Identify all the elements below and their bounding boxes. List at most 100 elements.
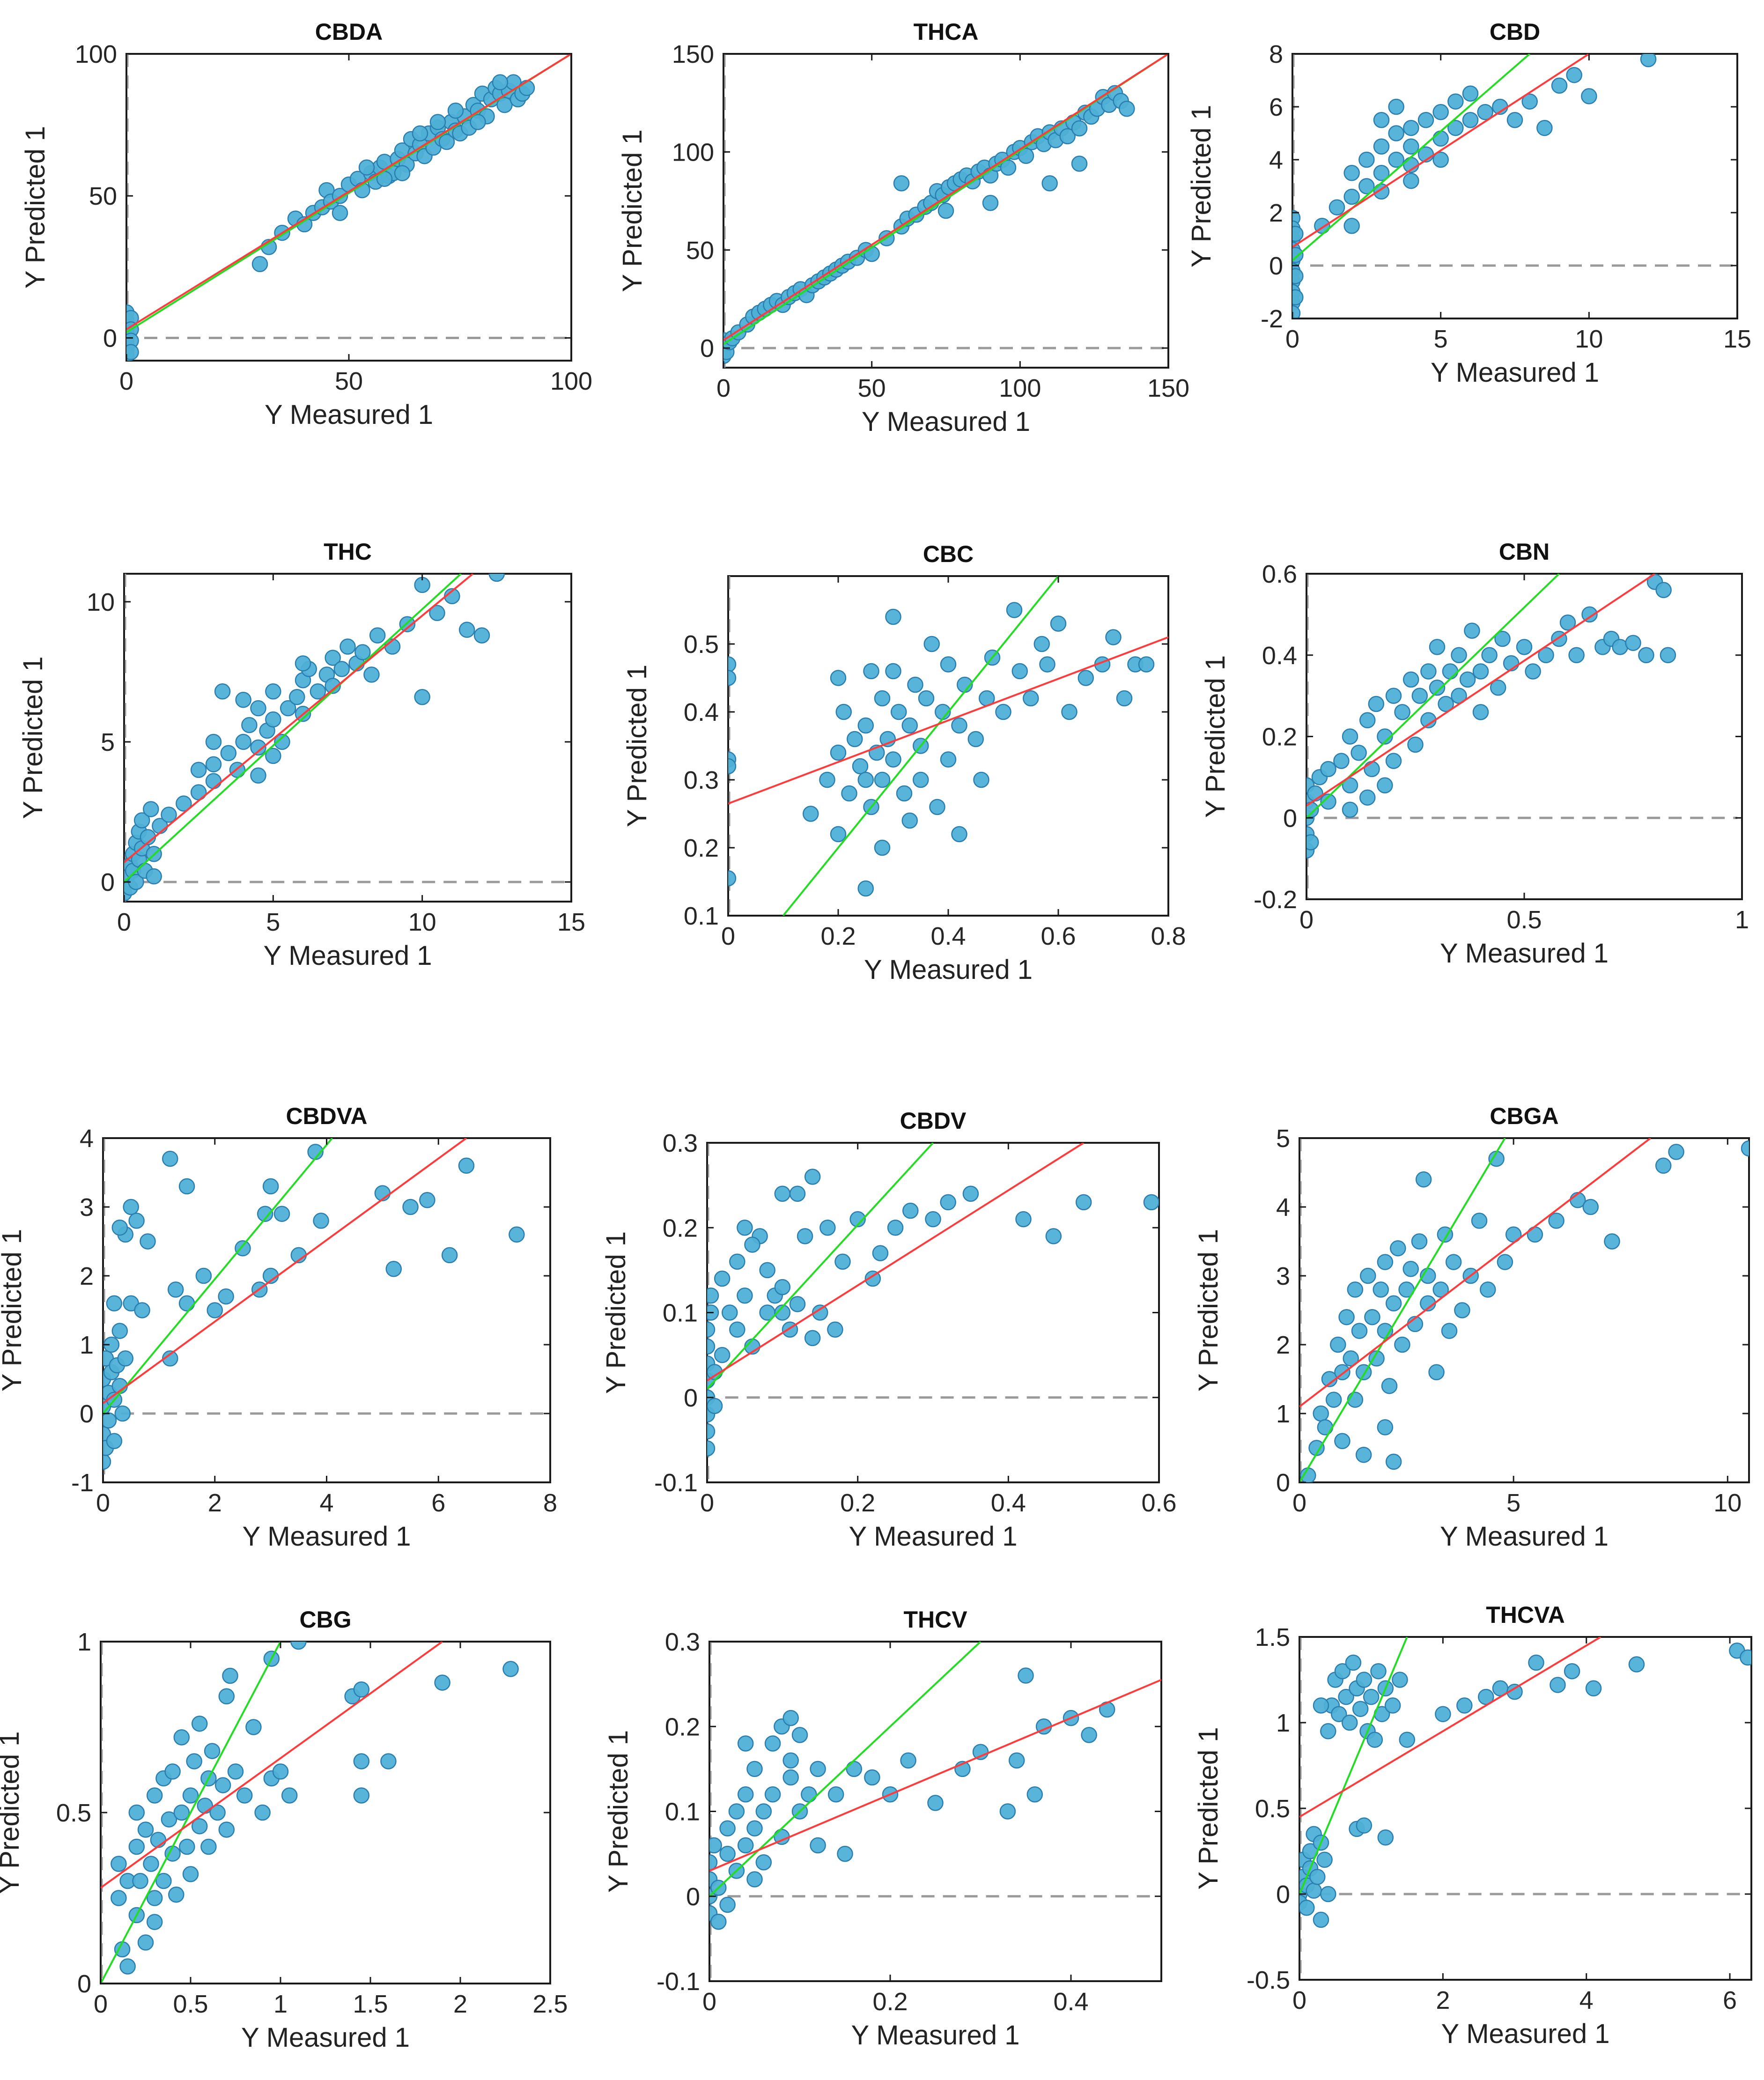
data-point <box>719 1820 736 1836</box>
y-tick-label: 50 <box>686 237 714 265</box>
data-point <box>1471 1213 1488 1229</box>
data-point <box>1536 119 1553 136</box>
x-tick-label: 0 <box>700 1489 714 1517</box>
fit-line <box>1299 1138 1651 1407</box>
x-tick-label: 0 <box>94 1990 108 2018</box>
data-point <box>137 1821 154 1838</box>
x-tick-label: 0.4 <box>991 1489 1026 1517</box>
x-tick-label: 10 <box>1713 1489 1742 1517</box>
data-point <box>774 1185 791 1202</box>
chart-title: THCVA <box>1486 1602 1565 1628</box>
data-point <box>1373 165 1390 181</box>
data-point <box>1143 1194 1159 1211</box>
data-point <box>710 1913 727 1930</box>
y-tick-label: 3 <box>1276 1262 1290 1290</box>
data-point <box>295 655 311 672</box>
data-point <box>245 1719 262 1735</box>
data-point <box>150 1832 167 1848</box>
data-point <box>1411 688 1428 704</box>
data-point <box>728 656 737 673</box>
data-point <box>1015 1211 1032 1228</box>
data-point <box>887 1220 904 1236</box>
data-point <box>1435 1706 1451 1722</box>
data-point <box>1527 1226 1543 1243</box>
data-point <box>1403 172 1419 189</box>
data-point <box>241 717 258 733</box>
data-point <box>1364 761 1380 777</box>
y-tick-label: 6 <box>1269 93 1283 121</box>
chart-title: THCV <box>903 1606 967 1633</box>
data-point <box>1018 1667 1034 1684</box>
data-point <box>755 1854 772 1871</box>
x-tick-label: 150 <box>1147 374 1189 402</box>
x-tick-label: 0 <box>1292 1986 1306 2014</box>
data-point <box>182 1787 199 1804</box>
x-tick-label: 0 <box>702 1988 716 2016</box>
chart-title: CBG <box>299 1606 351 1633</box>
y-tick-label: 2 <box>1269 199 1283 227</box>
fit-line <box>1299 1637 1602 1818</box>
x-tick-label: 1 <box>273 1990 288 2018</box>
data-point <box>1071 120 1088 137</box>
data-point <box>1105 629 1122 645</box>
y-tick-label: -0.1 <box>654 1469 698 1497</box>
data-point <box>103 1412 117 1429</box>
subplot-thc: 0 5 10 15 0 5 10 THC Y Measured 1 Y Predicted 1 <box>18 539 585 971</box>
x-tick-label: 8 <box>543 1489 557 1517</box>
chart-title: CBN <box>1499 539 1550 565</box>
y-tick-label: 0 <box>684 1384 698 1412</box>
data-point <box>1317 1419 1334 1436</box>
data-point <box>1432 104 1449 120</box>
data-point <box>161 807 177 823</box>
x-tick-label: 0.6 <box>1141 1489 1176 1517</box>
data-point <box>728 670 737 686</box>
data-point <box>434 1674 450 1691</box>
x-tick-label: 6 <box>1723 1986 1737 2014</box>
data-point <box>1477 104 1493 120</box>
data-point <box>709 1854 718 1871</box>
plot-area <box>1306 574 1737 899</box>
subplot-cbga: 0 5 10 0 1 2 3 4 5 CBGA Y Measured 1 Y Predicted 1 <box>1193 1103 1750 1552</box>
chart-title: CBDV <box>900 1108 967 1134</box>
y-axis-label: Y Predicted 1 <box>1193 1727 1224 1889</box>
data-point <box>191 1715 208 1732</box>
data-point <box>250 700 266 717</box>
data-point <box>841 785 857 802</box>
data-point <box>1377 1419 1394 1436</box>
data-point <box>222 1667 238 1684</box>
data-point <box>782 1752 799 1769</box>
data-point <box>1373 112 1390 128</box>
data-point <box>128 1213 145 1229</box>
data-point <box>1638 647 1654 663</box>
data-point <box>900 1752 916 1769</box>
data-point <box>885 751 901 768</box>
data-point <box>782 1769 799 1786</box>
data-point <box>353 1681 370 1698</box>
data-point <box>313 1213 329 1229</box>
fit-line <box>723 54 1168 341</box>
data-point <box>1481 647 1498 663</box>
data-point <box>923 636 940 652</box>
data-point <box>927 1795 944 1811</box>
data-point <box>893 175 910 192</box>
x-tick-label: 15 <box>1723 325 1751 353</box>
data-point <box>759 1262 775 1279</box>
x-tick-label: 4 <box>319 1489 333 1517</box>
chart-title: CBDVA <box>286 1103 367 1129</box>
data-point <box>265 711 281 728</box>
data-point <box>1417 112 1434 128</box>
data-point <box>719 1845 736 1862</box>
data-point <box>707 1288 719 1304</box>
data-point <box>1033 636 1050 652</box>
fit-line <box>126 54 571 330</box>
data-point <box>885 663 901 680</box>
data-point <box>1480 1281 1496 1298</box>
chart-title: CBGA <box>1490 1103 1558 1129</box>
data-point <box>1668 1144 1684 1160</box>
data-point <box>714 1347 731 1363</box>
data-point <box>1309 1869 1326 1885</box>
x-tick-label: 5 <box>266 908 280 936</box>
data-point <box>1338 1309 1355 1325</box>
data-point <box>1516 639 1533 655</box>
